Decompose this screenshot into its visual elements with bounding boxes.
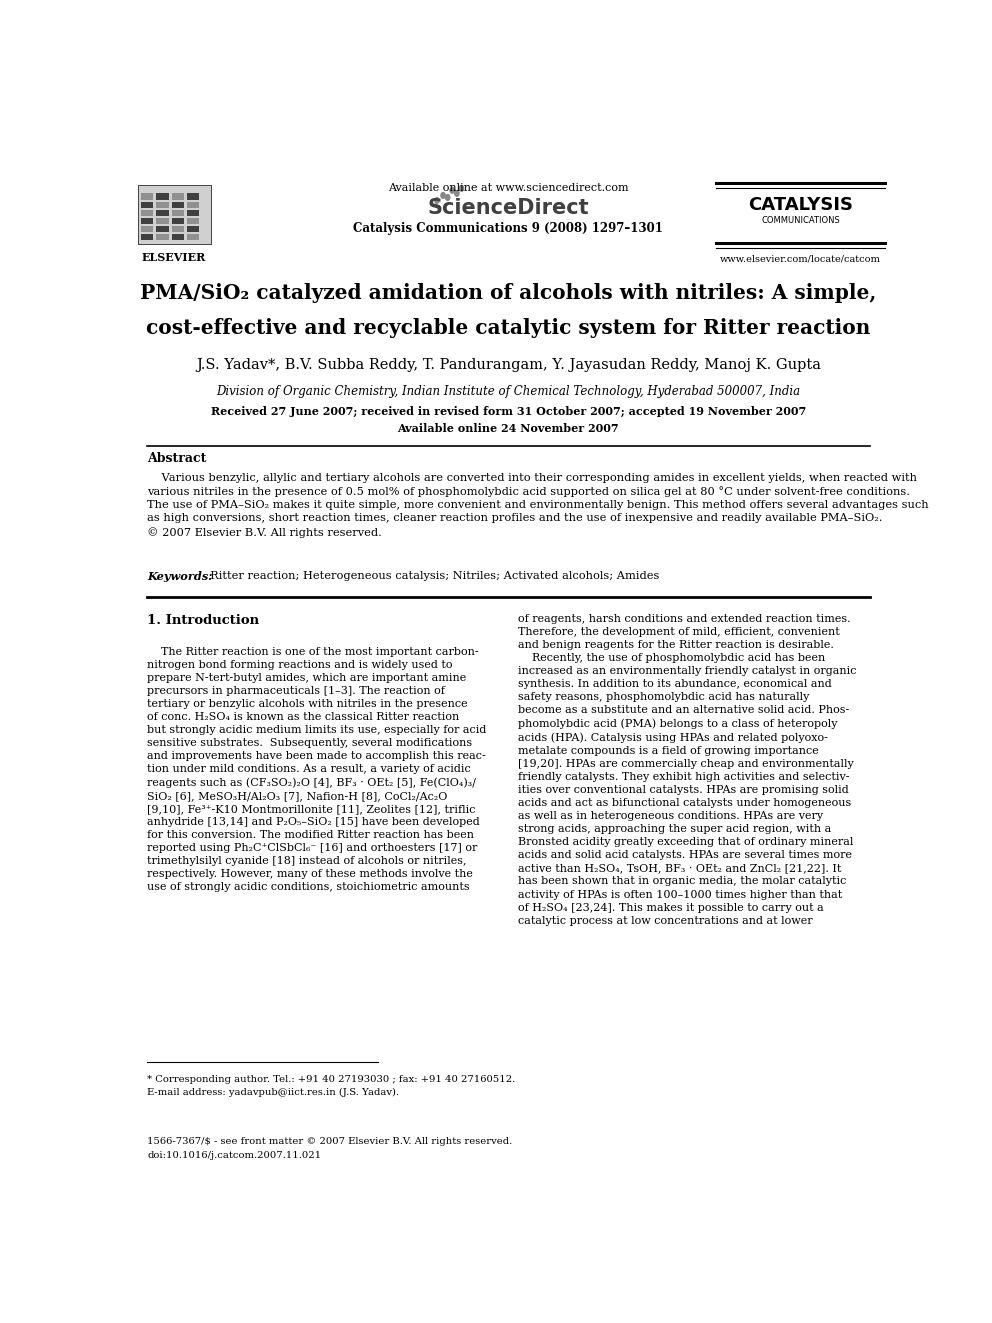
Bar [141, 201, 153, 208]
Bar [172, 218, 184, 224]
Bar [187, 209, 199, 216]
Text: Keywords:: Keywords: [147, 572, 212, 582]
Text: Ritter reaction; Heterogeneous catalysis; Nitriles; Activated alcohols; Amides: Ritter reaction; Heterogeneous catalysis… [203, 572, 660, 581]
Bar [187, 193, 199, 200]
Circle shape [450, 188, 454, 193]
Text: 1566-7367/$ - see front matter © 2007 Elsevier B.V. All rights reserved.: 1566-7367/$ - see front matter © 2007 El… [147, 1136, 512, 1146]
Bar [141, 193, 153, 200]
Bar [157, 201, 169, 208]
Text: J.S. Yadav*, B.V. Subba Reddy, T. Pandurangam, Y. Jayasudan Reddy, Manoj K. Gupt: J.S. Yadav*, B.V. Subba Reddy, T. Pandur… [195, 359, 821, 373]
Bar [172, 193, 184, 200]
Text: Catalysis Communications 9 (2008) 1297–1301: Catalysis Communications 9 (2008) 1297–1… [353, 222, 664, 235]
Bar [187, 234, 199, 241]
Text: cost-effective and recyclable catalytic system for Ritter reaction: cost-effective and recyclable catalytic … [146, 318, 871, 337]
Text: * Corresponding author. Tel.: +91 40 27193030 ; fax: +91 40 27160512.: * Corresponding author. Tel.: +91 40 271… [147, 1074, 515, 1084]
Circle shape [459, 185, 463, 191]
Bar [157, 209, 169, 216]
Bar [157, 234, 169, 241]
Text: The Ritter reaction is one of the most important carbon-
nitrogen bond forming r: The Ritter reaction is one of the most i… [147, 647, 486, 892]
Bar [141, 209, 153, 216]
Circle shape [454, 191, 459, 196]
Text: of reagents, harsh conditions and extended reaction times.
Therefore, the develo: of reagents, harsh conditions and extend… [518, 614, 856, 926]
Text: ScienceDirect: ScienceDirect [428, 198, 589, 218]
Text: CATALYSIS: CATALYSIS [748, 196, 853, 214]
Text: Abstract: Abstract [147, 452, 206, 466]
Bar [187, 226, 199, 232]
Bar [172, 201, 184, 208]
Text: Received 27 June 2007; received in revised form 31 October 2007; accepted 19 Nov: Received 27 June 2007; received in revis… [210, 406, 806, 418]
Circle shape [445, 194, 449, 200]
Circle shape [440, 193, 445, 198]
Bar [141, 226, 153, 232]
Text: www.elsevier.com/locate/catcom: www.elsevier.com/locate/catcom [720, 254, 881, 263]
Bar [157, 193, 169, 200]
Text: PMA/SiO₂ catalyzed amidation of alcohols with nitriles: A simple,: PMA/SiO₂ catalyzed amidation of alcohols… [140, 283, 877, 303]
Text: Various benzylic, allylic and tertiary alcohols are converted into their corresp: Various benzylic, allylic and tertiary a… [147, 472, 929, 537]
Bar [157, 218, 169, 224]
Text: Available online 24 November 2007: Available online 24 November 2007 [398, 422, 619, 434]
Bar [172, 226, 184, 232]
Text: doi:10.1016/j.catcom.2007.11.021: doi:10.1016/j.catcom.2007.11.021 [147, 1151, 321, 1160]
Bar [138, 185, 211, 245]
Bar [172, 234, 184, 241]
Text: 1. Introduction: 1. Introduction [147, 614, 259, 627]
Text: E-mail address: yadavpub@iict.res.in (J.S. Yadav).: E-mail address: yadavpub@iict.res.in (J.… [147, 1088, 399, 1097]
Text: Division of Organic Chemistry, Indian Institute of Chemical Technology, Hyderaba: Division of Organic Chemistry, Indian In… [216, 385, 801, 398]
Bar [141, 218, 153, 224]
Bar [187, 201, 199, 208]
Text: ELSEVIER: ELSEVIER [142, 253, 206, 263]
Text: COMMUNICATIONS: COMMUNICATIONS [761, 216, 840, 225]
Bar [172, 209, 184, 216]
Bar [141, 234, 153, 241]
Text: Available online at www.sciencedirect.com: Available online at www.sciencedirect.co… [388, 183, 629, 193]
Bar [187, 218, 199, 224]
Circle shape [434, 197, 439, 204]
Bar [157, 226, 169, 232]
